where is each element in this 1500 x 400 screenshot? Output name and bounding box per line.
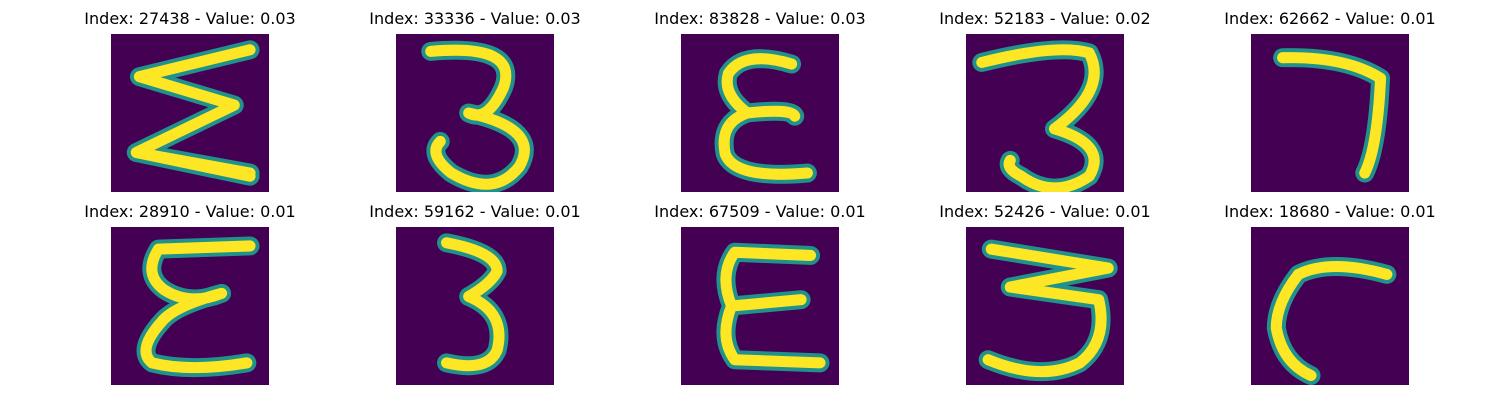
image-panel: Index: 52183 - Value: 0.02 <box>855 0 1235 192</box>
digit-heatmap-image <box>681 227 839 385</box>
panel-title: Index: 28910 - Value: 0.01 <box>84 202 296 221</box>
glyph-stroke-core <box>718 53 813 180</box>
panel-title: Index: 52183 - Value: 0.02 <box>939 9 1151 28</box>
digit-heatmap-image <box>681 34 839 192</box>
glyph-stroke-core <box>982 243 1114 378</box>
digit-heatmap-image <box>1251 227 1409 385</box>
glyph-stroke-core <box>130 44 256 182</box>
digit-heatmap-image <box>966 227 1124 385</box>
image-panel: Index: 83828 - Value: 0.03 <box>570 0 950 192</box>
panel-title: Index: 18680 - Value: 0.01 <box>1224 202 1436 221</box>
image-panel: Index: 18680 - Value: 0.01 <box>1140 193 1500 385</box>
digit-heatmap-image <box>396 227 554 385</box>
digit-heatmap-image <box>111 227 269 385</box>
digit-heatmap-image <box>111 34 269 192</box>
digit-heatmap-image <box>966 34 1124 192</box>
panel-title: Index: 67509 - Value: 0.01 <box>654 202 866 221</box>
glyph-stroke-core <box>1270 260 1393 382</box>
image-panel: Index: 27438 - Value: 0.03 <box>0 0 380 192</box>
panel-title: Index: 52426 - Value: 0.01 <box>939 202 1151 221</box>
image-panel: Index: 59162 - Value: 0.01 <box>285 193 665 385</box>
image-panel: Index: 52426 - Value: 0.01 <box>855 193 1235 385</box>
digit-heatmap-image <box>1251 34 1409 192</box>
glyph-stroke-core <box>720 246 826 369</box>
image-panel: Index: 62662 - Value: 0.01 <box>1140 0 1500 192</box>
panel-title: Index: 27438 - Value: 0.03 <box>84 9 296 28</box>
panel-title: Index: 59162 - Value: 0.01 <box>369 202 581 221</box>
glyph-stroke-core <box>425 44 530 190</box>
panel-title: Index: 62662 - Value: 0.01 <box>1224 9 1436 28</box>
image-panel: Index: 67509 - Value: 0.01 <box>570 193 950 385</box>
glyph-stroke-core <box>1277 52 1387 179</box>
glyph-stroke-core <box>140 240 256 374</box>
glyph-stroke-core <box>441 237 505 372</box>
image-panel: Index: 33336 - Value: 0.03 <box>285 0 665 192</box>
digit-heatmap-image <box>396 34 554 192</box>
panel-title: Index: 83828 - Value: 0.03 <box>654 9 866 28</box>
glyph-stroke-core <box>976 44 1100 192</box>
image-panel: Index: 28910 - Value: 0.01 <box>0 193 380 385</box>
panel-title: Index: 33336 - Value: 0.03 <box>369 9 581 28</box>
